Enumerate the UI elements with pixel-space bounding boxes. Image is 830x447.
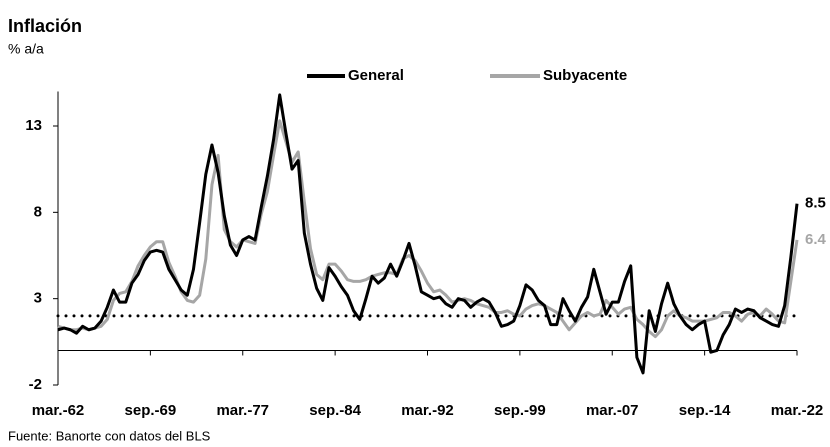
series-line (57, 93, 799, 375)
chart-title: Inflación (8, 16, 82, 36)
y-tick-label: -2 (29, 376, 42, 393)
end-label: 8.5 (805, 195, 826, 212)
legend-label: Subyacente (543, 67, 627, 84)
series-line (57, 119, 799, 339)
x-tick-label: sep.-99 (494, 402, 546, 419)
legend-label: General (348, 67, 404, 84)
chart-subtitle: % a/a (8, 41, 44, 57)
source-note: Fuente: Banorte con datos del BLS (8, 428, 211, 443)
x-tick-label: sep.-69 (125, 402, 177, 419)
y-tick-label: 8 (34, 203, 42, 220)
x-tick-label: mar.-77 (216, 402, 269, 419)
x-tick-label: mar.-22 (771, 402, 824, 419)
x-tick-label: sep.-14 (679, 402, 731, 419)
x-tick-label: mar.-92 (401, 402, 454, 419)
x-tick-label: mar.-07 (586, 402, 639, 419)
y-tick-label: 3 (34, 290, 42, 307)
x-tick-label: mar.-62 (32, 402, 85, 419)
x-tick-label: sep.-84 (309, 402, 361, 419)
end-label: 6.4 (805, 231, 827, 248)
y-tick-label: 13 (25, 117, 42, 134)
